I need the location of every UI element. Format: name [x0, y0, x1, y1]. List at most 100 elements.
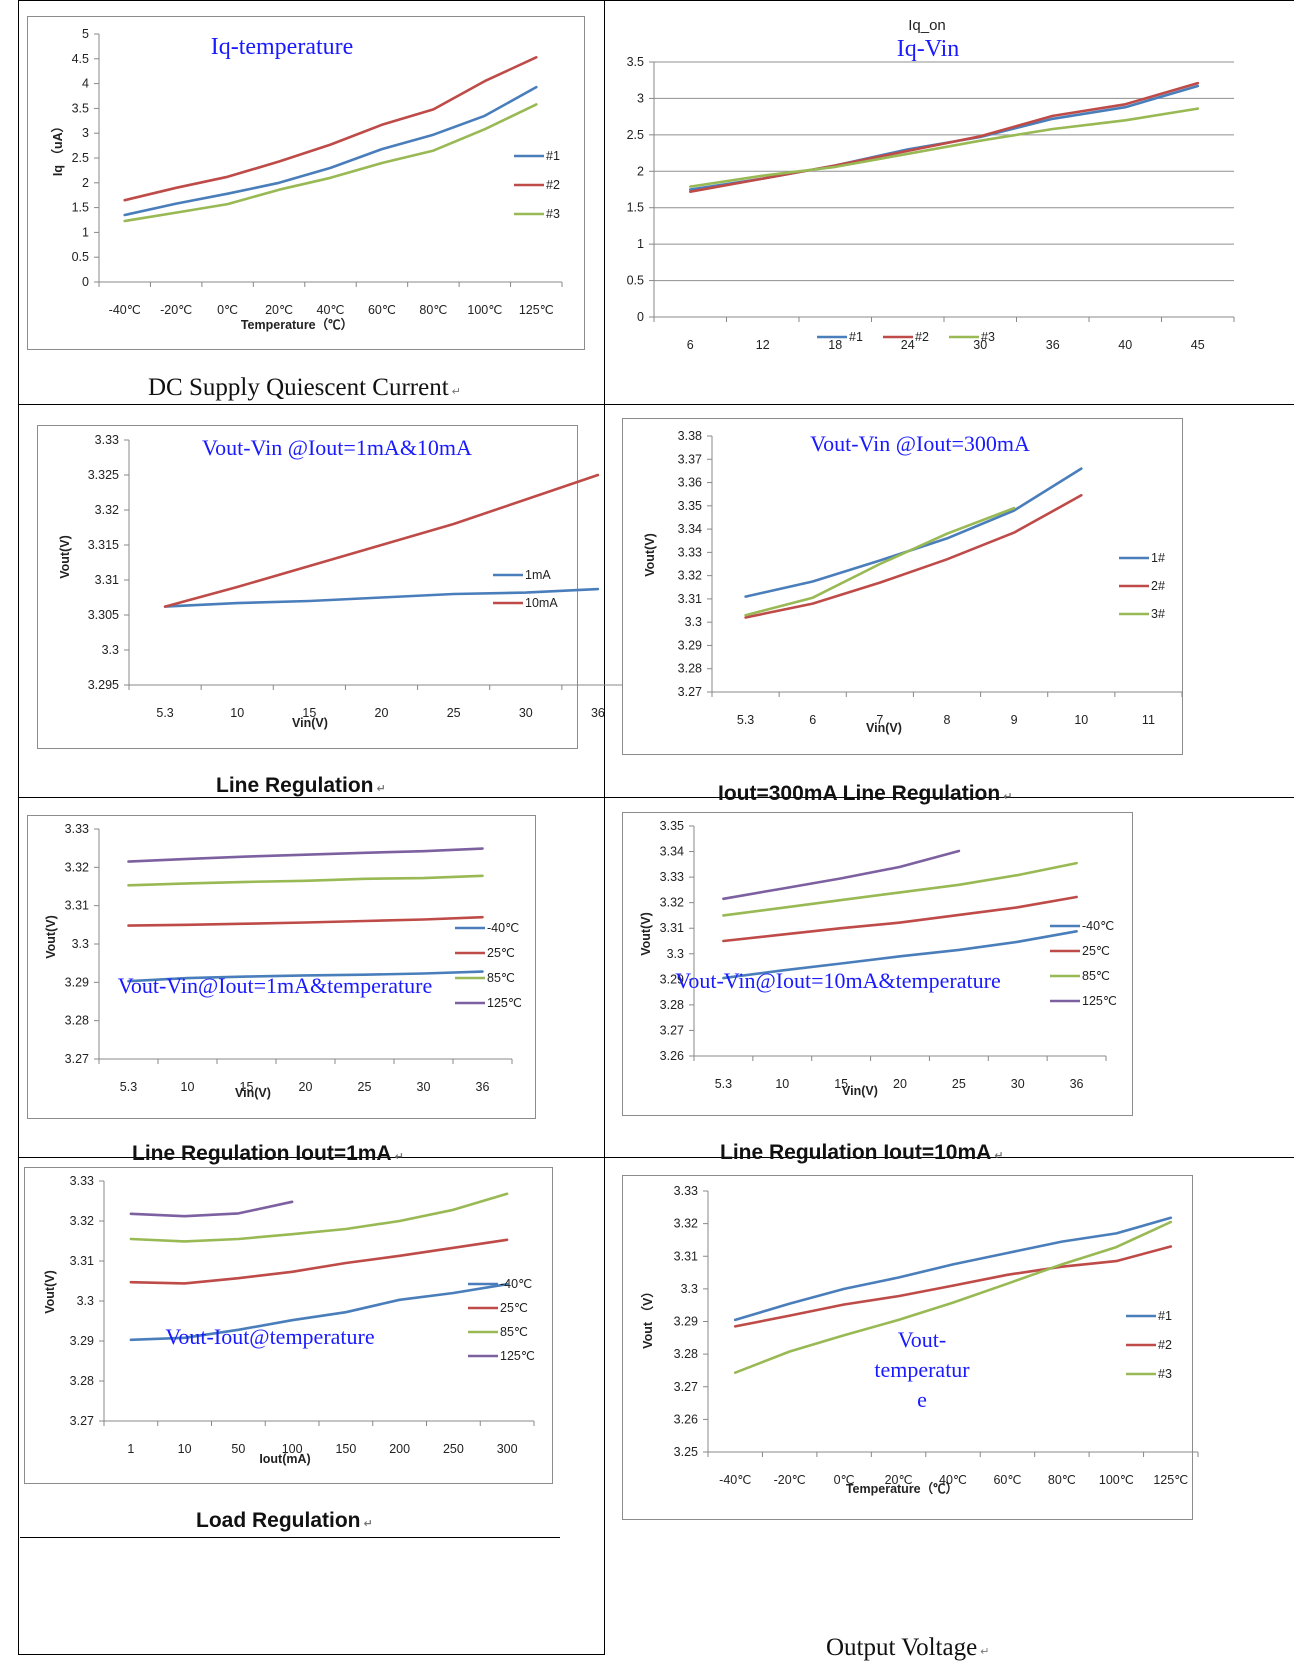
y-tick-label: 3.35 — [678, 499, 702, 513]
chart-title: Vout-Vin @Iout=1mA&10mA — [202, 435, 472, 460]
series-line — [127, 915, 484, 927]
series-line — [123, 103, 538, 223]
x-tick-label: 9 — [1011, 713, 1018, 727]
y-tick-label: 1 — [637, 237, 644, 251]
x-tick-label: 36 — [476, 1080, 490, 1094]
series-line — [129, 1192, 509, 1243]
x-tick-label: -20℃ — [160, 303, 192, 317]
y-tick-label: 3.31 — [678, 592, 702, 606]
x-tick-label: 40℃ — [939, 1473, 967, 1487]
x-tick-label: 36 — [1070, 1077, 1084, 1091]
load-reg-underline — [20, 1537, 560, 1538]
series-line — [733, 1220, 1173, 1374]
x-tick-label: 250 — [443, 1442, 464, 1456]
y-tick-label: 3.32 — [70, 1214, 94, 1228]
legend-label: 125℃ — [1082, 994, 1117, 1008]
x-tick-label: 10 — [230, 706, 244, 720]
x-axis-label: Vin(V) — [842, 1084, 878, 1098]
x-tick-label: 15 — [834, 1077, 848, 1091]
legend-label: 10mA — [525, 596, 558, 610]
series-line — [722, 849, 961, 901]
y-tick-label: 3.5 — [72, 101, 89, 115]
caption-line-regulation-text: Line Regulation — [216, 774, 374, 797]
legend-label: 25℃ — [487, 946, 515, 960]
y-tick-label: 3 — [637, 91, 644, 105]
y-tick-label: 2.5 — [627, 128, 644, 142]
chart-vout-vin-1ma-10ma: 3.295 3.3 3.305 3.31 3.315 3.32 3.325 3.33 5.3 10… — [37, 425, 635, 749]
series-line — [722, 895, 1078, 943]
legend-label: 125℃ — [487, 996, 522, 1010]
x-tick-label: 45 — [1191, 338, 1205, 352]
caption-line-regulation-1ma-text: Line Regulation Iout=1mA — [132, 1142, 392, 1165]
y-tick-label: 3.25 — [674, 1445, 698, 1459]
x-tick-label: 80℃ — [419, 303, 447, 317]
y-tick-label: 3.31 — [660, 921, 684, 935]
x-tick-label: 15 — [302, 706, 316, 720]
series-line — [127, 847, 484, 863]
y-tick-label: 0.5 — [627, 274, 644, 288]
y-tick-label: 3.3 — [72, 937, 89, 951]
legend-label: 1mA — [525, 568, 551, 582]
chart-vout-vin-1ma-temperature: 3.27 3.28 3.29 3.3 3.31 3.32 3.33 5.3 10 15 20 25 30… — [27, 815, 536, 1119]
y-tick-label: 3.33 — [678, 545, 702, 559]
x-tick-label: 6 — [809, 713, 816, 727]
x-axis-label: Vin(V) — [866, 721, 902, 735]
x-tick-label: 40℃ — [317, 303, 345, 317]
legend-label: 1# — [1151, 551, 1165, 565]
y-tick-label: 0 — [637, 310, 644, 324]
y-tick-label: 3.3 — [681, 1282, 698, 1296]
y-tick-label: 3.34 — [678, 522, 702, 536]
x-tick-label: -40℃ — [719, 1473, 751, 1487]
x-tick-label: 10 — [1074, 713, 1088, 727]
caption-load-regulation-text: Load Regulation — [196, 1509, 361, 1532]
y-tick-label: 3.27 — [70, 1414, 94, 1428]
legend-label: 25℃ — [1082, 944, 1110, 958]
legend-label: #2 — [1158, 1338, 1172, 1352]
y-tick-label: 1 — [82, 225, 89, 239]
caption-line-regulation-300ma-text: Iout=300mA Line Regulation — [718, 782, 1001, 805]
x-tick-label: 60℃ — [368, 303, 396, 317]
paragraph-mark-icon: ↵ — [451, 385, 461, 398]
chart-frame — [27, 815, 536, 1119]
chart-title-line: e — [917, 1387, 927, 1412]
x-tick-label: 20℃ — [885, 1473, 913, 1487]
series-line — [123, 85, 538, 217]
y-tick-label: 0 — [82, 275, 89, 289]
x-tick-label: 5.3 — [156, 706, 173, 720]
chart-vout-vin-300ma: 3.27 3.28 3.29 3.3 3.31 3.32 3.33 3.34 3.35 3.36 3… — [622, 418, 1183, 755]
y-tick-label: 3.26 — [660, 1049, 684, 1063]
y-axis-label: Vout （V） — [640, 1285, 655, 1349]
legend-label: -40℃ — [487, 921, 519, 935]
y-tick-label: 3.34 — [660, 845, 684, 859]
x-tick-label: 11 — [1142, 713, 1155, 727]
x-tick-label: 36 — [1046, 338, 1060, 352]
caption-line-regulation: Line Regulation ↵ — [216, 774, 386, 798]
caption-line-regulation-10ma: Line Regulation Iout=10mA ↵ — [720, 1141, 1004, 1165]
chart-generated-title: Iq_on — [908, 17, 946, 34]
series-line — [127, 874, 484, 887]
y-tick-label: 3.31 — [70, 1254, 94, 1268]
series-line — [689, 107, 1200, 188]
x-tick-label: 8 — [944, 713, 951, 727]
y-tick-label: 3.28 — [70, 1374, 94, 1388]
y-tick-label: 3.33 — [660, 870, 684, 884]
x-tick-label: 7 — [876, 713, 883, 727]
y-tick-label: 3.35 — [660, 819, 684, 833]
table-row-divider-1 — [18, 404, 1294, 405]
y-tick-label: 3.28 — [678, 662, 702, 676]
paragraph-mark-icon: ↵ — [363, 1517, 373, 1530]
series-line — [733, 1245, 1173, 1328]
y-tick-label: 0.5 — [72, 250, 89, 264]
legend-label: -40℃ — [500, 1277, 532, 1291]
chart-title: Vout-Iout@temperature — [165, 1324, 374, 1349]
y-tick-label: 3.32 — [65, 860, 89, 874]
x-tick-label: 30 — [1011, 1077, 1025, 1091]
y-tick-label: 3.315 — [88, 538, 119, 552]
legend-label: 25℃ — [500, 1301, 528, 1315]
y-tick-label: 3.29 — [70, 1334, 94, 1348]
y-tick-label: 3.27 — [660, 1023, 684, 1037]
legend-label: 125℃ — [500, 1349, 535, 1363]
caption-output-voltage: Output Voltage ↵ — [826, 1634, 989, 1662]
y-tick-label: 3.33 — [674, 1184, 698, 1198]
x-tick-label: 24 — [901, 338, 915, 352]
